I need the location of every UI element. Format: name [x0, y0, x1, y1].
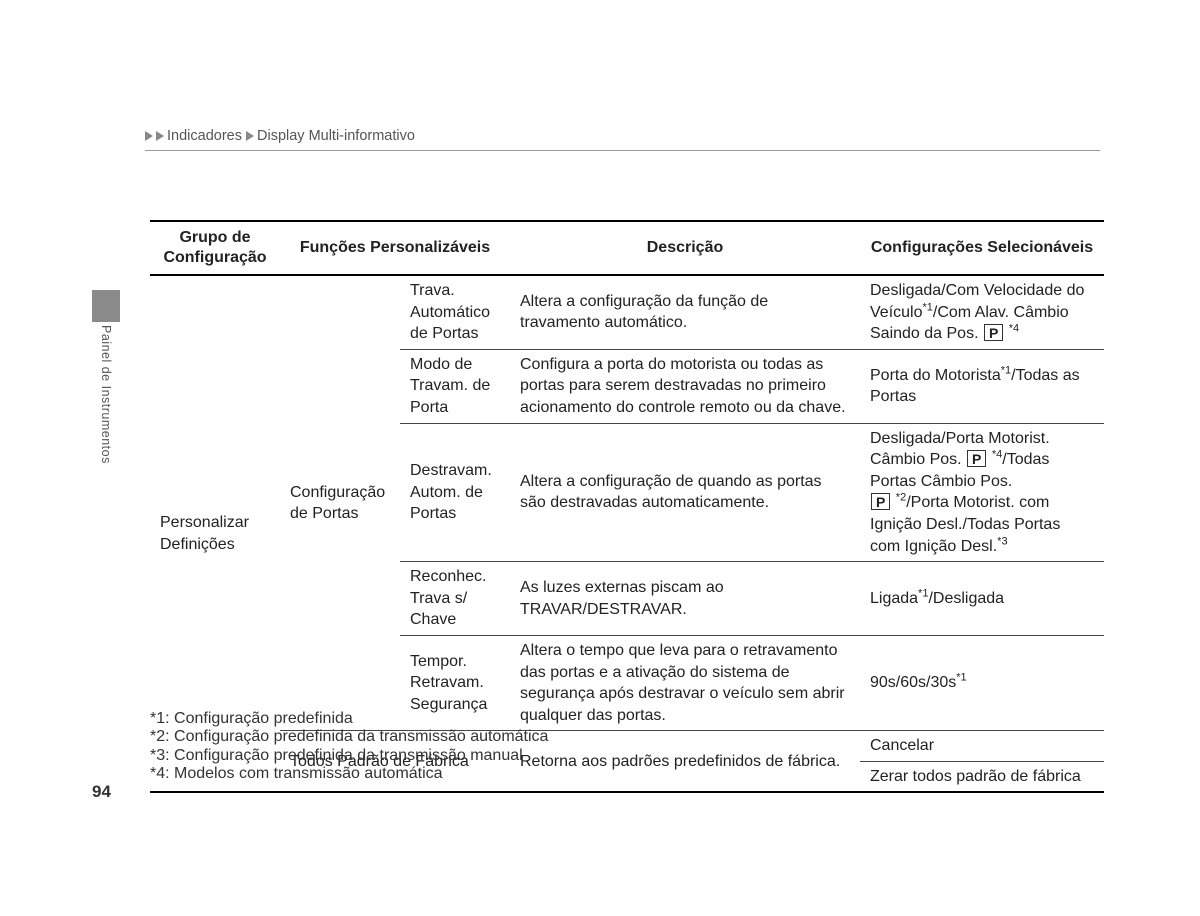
th-sel: Configurações Selecionáveis [860, 221, 1104, 275]
sel-sup: *2 [896, 492, 906, 504]
sel-sup: *4 [1009, 323, 1019, 335]
cell-desc: Altera a configuração de quando as porta… [510, 423, 860, 562]
p-box-icon: P [871, 493, 890, 510]
footnote-2: *2: Configuração predefinida da transmis… [150, 728, 548, 746]
arrow-icon [246, 131, 254, 141]
cell-factory-sel1: Cancelar [860, 731, 1104, 762]
settings-table: Grupo de Configuração Funções Personaliz… [150, 220, 1104, 793]
footnote-1: *1: Configuração predefinida [150, 710, 548, 728]
sel-sup: *1 [1001, 364, 1011, 376]
cell-sel: Desligada/Porta Motorist. Câmbio Pos. P … [860, 423, 1104, 562]
page: Indicadores Display Multi-informativo Pa… [0, 0, 1200, 916]
cell-desc: As luzes externas piscam ao TRAVAR/DESTR… [510, 562, 860, 636]
page-number: 94 [92, 782, 111, 802]
footnotes: *1: Configuração predefinida *2: Configu… [150, 710, 548, 784]
cell-sub: Reconhec. Trava s/ Chave [400, 562, 510, 636]
th-func: Funções Personalizáveis [280, 221, 510, 275]
p-box-icon: P [984, 324, 1003, 341]
cell-sel: Desligada/Com Velocidade do Veículo*1/Co… [860, 275, 1104, 349]
p-box-icon: P [967, 450, 986, 467]
cell-sub: Trava. Automático de Portas [400, 275, 510, 349]
arrow-icon [156, 131, 164, 141]
cell-sub: Destravam. Autom. de Portas [400, 423, 510, 562]
cell-sub: Modo de Travam. de Porta [400, 349, 510, 423]
side-tab-label: Painel de Instrumentos [99, 325, 113, 464]
sel-sup: *1 [956, 672, 966, 684]
cell-sel: Porta do Motorista*1/Todas as Portas [860, 349, 1104, 423]
cell-factory-sel2: Zerar todos padrão de fábrica [860, 761, 1104, 792]
sel-sup: *3 [997, 535, 1007, 547]
sel-sup: *1 [918, 587, 928, 599]
breadcrumb: Indicadores Display Multi-informativo [145, 128, 1100, 151]
table-header-row: Grupo de Configuração Funções Personaliz… [150, 221, 1104, 275]
footnote-3: *3: Configuração predefinida da transmis… [150, 747, 548, 765]
table-row: Personalizar Definições Configuração de … [150, 275, 1104, 349]
cell-sel: 90s/60s/30s*1 [860, 635, 1104, 730]
cell-desc: Altera o tempo que leva para o retravame… [510, 635, 860, 730]
cell-sel: Ligada*1/Desligada [860, 562, 1104, 636]
footnote-4: *4: Modelos com transmissão automática [150, 765, 548, 783]
cell-desc: Altera a configuração da função de trava… [510, 275, 860, 349]
sel-text: 90s/60s/30s [870, 674, 956, 691]
cell-factory-desc: Retorna aos padrões predefinidos de fábr… [510, 731, 860, 793]
sel-text: Porta do Motorista [870, 367, 1001, 384]
th-desc: Descrição [510, 221, 860, 275]
sel-text: /Desligada [928, 590, 1004, 607]
breadcrumb-a: Indicadores [167, 128, 242, 144]
sel-sup: *4 [992, 449, 1002, 461]
th-group: Grupo de Configuração [150, 221, 280, 275]
arrow-icon [145, 131, 153, 141]
side-tab [92, 290, 120, 322]
breadcrumb-b: Display Multi-informativo [257, 128, 415, 144]
sel-sup: *1 [922, 301, 932, 313]
cell-door-config: Configuração de Portas [280, 275, 400, 731]
cell-desc: Configura a porta do motorista ou todas … [510, 349, 860, 423]
sel-text: Ligada [870, 590, 918, 607]
